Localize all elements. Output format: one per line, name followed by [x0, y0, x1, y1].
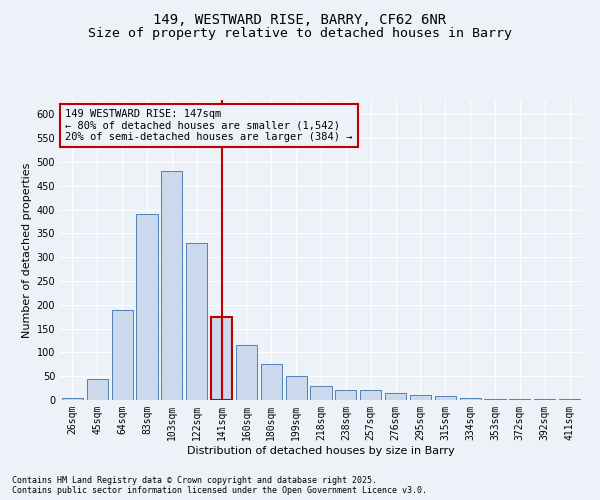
Bar [310, 386, 332, 400]
Y-axis label: Number of detached properties: Number of detached properties [22, 162, 32, 338]
Bar [509, 399, 530, 400]
Bar [161, 172, 182, 400]
Bar [385, 393, 406, 400]
Bar [186, 243, 207, 400]
Bar [559, 399, 580, 400]
Text: 149 WESTWARD RISE: 147sqm
← 80% of detached houses are smaller (1,542)
20% of se: 149 WESTWARD RISE: 147sqm ← 80% of detac… [65, 109, 353, 142]
Bar [534, 399, 555, 400]
Text: 149, WESTWARD RISE, BARRY, CF62 6NR: 149, WESTWARD RISE, BARRY, CF62 6NR [154, 12, 446, 26]
Bar [87, 378, 108, 400]
Bar [484, 398, 506, 400]
Bar [335, 390, 356, 400]
Bar [360, 390, 381, 400]
Bar [286, 376, 307, 400]
Bar [211, 316, 232, 400]
X-axis label: Distribution of detached houses by size in Barry: Distribution of detached houses by size … [187, 446, 455, 456]
Text: Size of property relative to detached houses in Barry: Size of property relative to detached ho… [88, 28, 512, 40]
Bar [460, 398, 481, 400]
Bar [261, 364, 282, 400]
Bar [62, 398, 83, 400]
Bar [112, 310, 133, 400]
Text: Contains HM Land Registry data © Crown copyright and database right 2025.
Contai: Contains HM Land Registry data © Crown c… [12, 476, 427, 495]
Bar [410, 395, 431, 400]
Bar [435, 396, 456, 400]
Bar [136, 214, 158, 400]
Bar [236, 345, 257, 400]
